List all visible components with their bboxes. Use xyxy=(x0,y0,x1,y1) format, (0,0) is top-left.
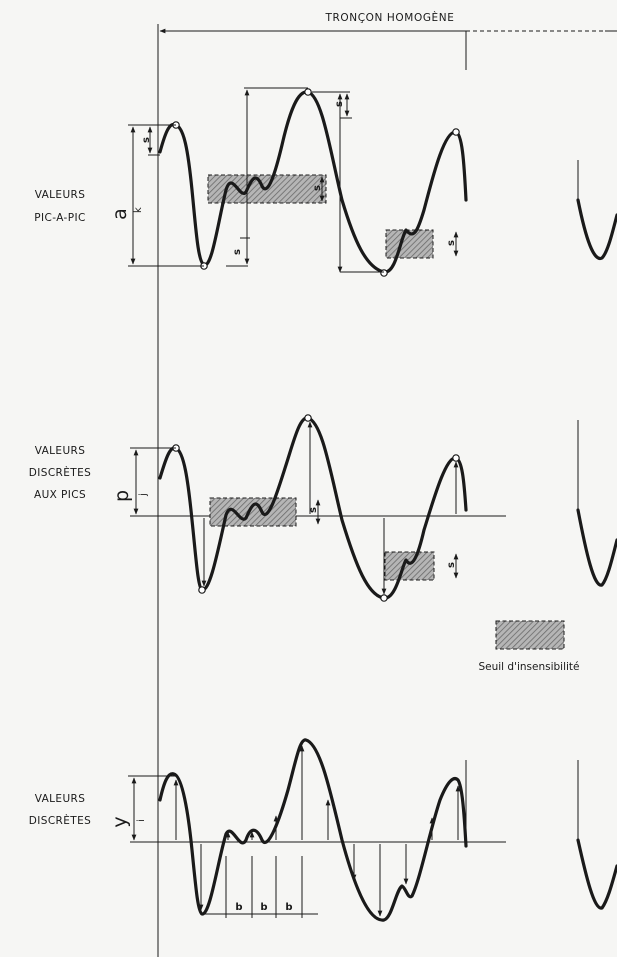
signal-curve xyxy=(158,738,468,922)
threshold-label: s xyxy=(334,101,345,107)
row-discrete-values: VALEURS DISCRÈTES y i b b b xyxy=(29,738,617,922)
row-peak-to-peak: VALEURS PIC-A-PIC a k s s xyxy=(34,87,617,277)
peak-marker xyxy=(304,88,312,96)
signal-curve-continuation xyxy=(576,198,617,260)
amplitude-subscript: k xyxy=(133,207,144,213)
spacing-label: b xyxy=(285,902,292,913)
signal-curve-continuation xyxy=(576,508,617,587)
amplitude-symbol: a xyxy=(109,208,131,220)
row2-label-line1: VALEURS xyxy=(35,445,86,457)
threshold-label: s xyxy=(446,240,457,246)
valley-marker xyxy=(380,269,388,277)
threshold-band xyxy=(384,551,435,581)
threshold-label: s xyxy=(312,185,323,191)
legend: Seuil d'insensibilité xyxy=(478,620,580,673)
section-header: TRONÇON HOMOGÈNE xyxy=(157,11,617,957)
signal-curve xyxy=(158,90,468,274)
row-discrete-at-peaks: VALEURS DISCRÈTES AUX PICS p j s s xyxy=(29,414,617,602)
peak-value-subscript: j xyxy=(138,493,149,497)
peak-marker xyxy=(452,128,460,136)
spacing-label: b xyxy=(260,902,267,913)
row3-label-line1: VALEURS xyxy=(35,793,86,805)
threshold-label: s xyxy=(308,507,319,513)
signal-curve-continuation xyxy=(576,838,617,910)
row1-label-line2: PIC-A-PIC xyxy=(34,212,85,224)
threshold-label: s xyxy=(141,137,152,143)
row3-label-line2: DISCRÈTES xyxy=(29,814,91,827)
legend-swatch xyxy=(495,620,565,650)
valley-marker xyxy=(198,586,206,594)
valley-marker xyxy=(380,594,388,602)
section-title: TRONÇON HOMOGÈNE xyxy=(325,11,455,24)
sample-value-subscript: i xyxy=(136,819,147,822)
peak-marker xyxy=(304,414,312,422)
peak-marker xyxy=(452,454,460,462)
row2-label-line3: AUX PICS xyxy=(34,489,86,501)
spacing-label: b xyxy=(235,902,242,913)
row2-label-line2: DISCRÈTES xyxy=(29,466,91,479)
row1-label-line1: VALEURS xyxy=(35,189,86,201)
threshold-label: s xyxy=(232,249,243,255)
sample-value-symbol: y xyxy=(109,816,131,827)
threshold-label: s xyxy=(446,562,457,568)
peak-value-symbol: p xyxy=(111,490,133,502)
legend-label: Seuil d'insensibilité xyxy=(478,661,579,673)
signal-curve xyxy=(158,416,468,600)
